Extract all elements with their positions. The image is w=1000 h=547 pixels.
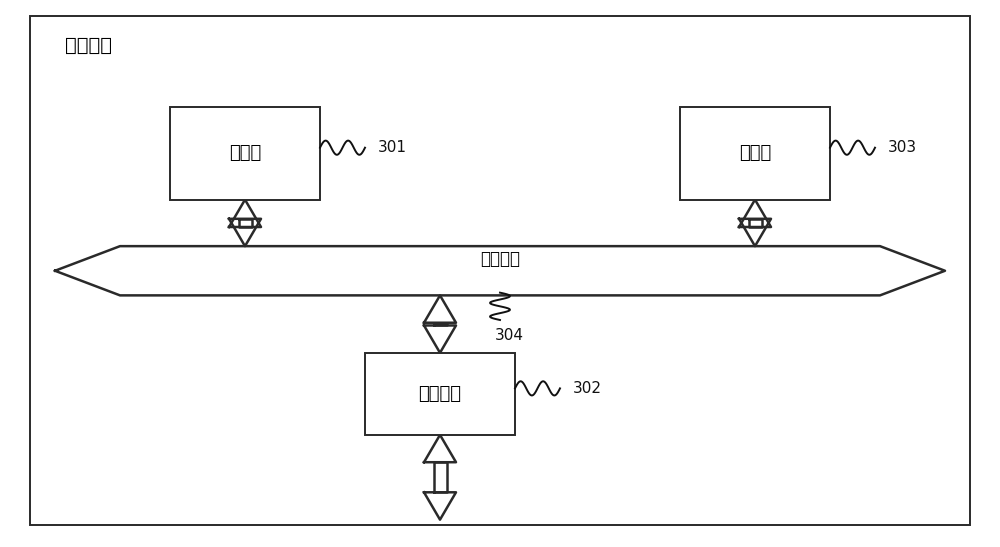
- Polygon shape: [424, 435, 456, 462]
- Text: 通信接口: 通信接口: [418, 385, 462, 403]
- Polygon shape: [424, 325, 456, 353]
- Text: 电子设备: 电子设备: [65, 36, 112, 55]
- Polygon shape: [434, 462, 446, 492]
- Text: 304: 304: [495, 328, 524, 343]
- Polygon shape: [739, 219, 771, 246]
- Polygon shape: [229, 219, 261, 246]
- Text: 301: 301: [378, 140, 407, 155]
- Text: 通信总线: 通信总线: [480, 250, 520, 268]
- Text: 处理器: 处理器: [229, 144, 261, 162]
- Text: 303: 303: [888, 140, 917, 155]
- Bar: [170, 107, 320, 200]
- Bar: [680, 107, 830, 200]
- Bar: [365, 353, 515, 435]
- Polygon shape: [739, 200, 771, 227]
- Polygon shape: [229, 200, 261, 227]
- Polygon shape: [239, 219, 252, 227]
- Polygon shape: [434, 323, 446, 325]
- Polygon shape: [424, 295, 456, 323]
- Polygon shape: [55, 246, 945, 295]
- Polygon shape: [748, 219, 762, 227]
- Text: 302: 302: [573, 381, 602, 396]
- Text: 存储器: 存储器: [739, 144, 771, 162]
- Polygon shape: [424, 492, 456, 520]
